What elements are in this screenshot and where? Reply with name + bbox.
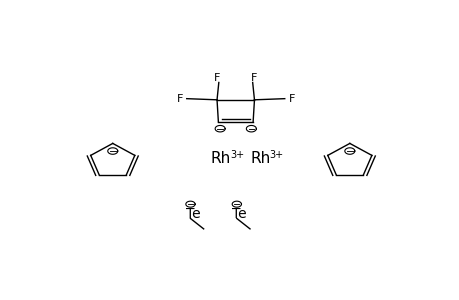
Text: 3+: 3+: [230, 150, 244, 160]
Text: Rh: Rh: [210, 151, 230, 166]
Text: F: F: [251, 73, 257, 83]
Text: 3+: 3+: [269, 150, 283, 160]
Text: Rh: Rh: [250, 151, 270, 166]
Text: Te: Te: [185, 207, 200, 221]
Text: F: F: [213, 73, 220, 83]
Text: F: F: [176, 94, 182, 104]
Text: F: F: [288, 94, 294, 104]
Text: Te: Te: [232, 207, 246, 221]
